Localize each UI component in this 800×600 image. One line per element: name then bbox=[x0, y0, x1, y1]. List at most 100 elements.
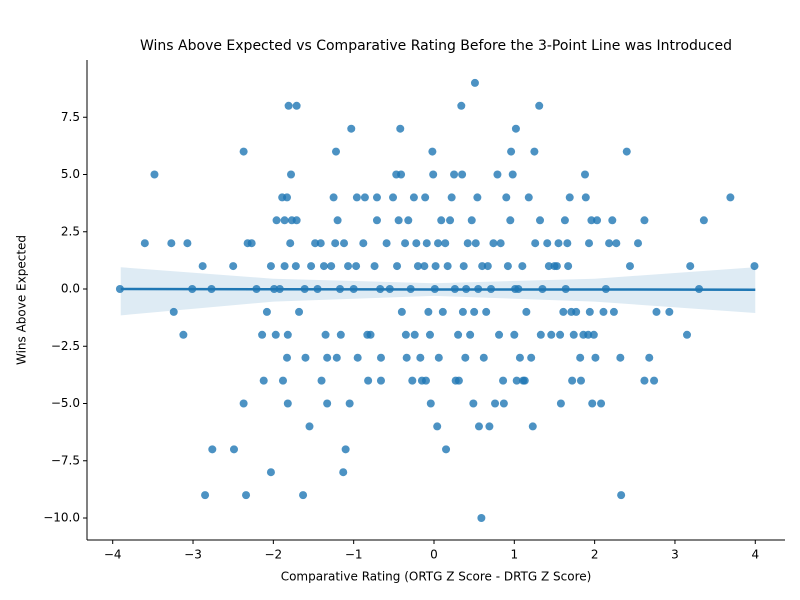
point bbox=[587, 216, 596, 225]
y-axis-label: Wins Above Expected bbox=[15, 235, 29, 365]
point bbox=[510, 330, 519, 339]
point bbox=[581, 193, 590, 202]
point bbox=[280, 262, 289, 271]
point bbox=[489, 239, 498, 248]
point bbox=[572, 307, 581, 316]
point bbox=[499, 376, 508, 385]
point bbox=[617, 491, 626, 500]
point bbox=[416, 353, 425, 362]
point bbox=[496, 239, 505, 248]
point bbox=[485, 422, 494, 431]
point bbox=[208, 445, 217, 454]
point bbox=[506, 216, 515, 225]
point bbox=[699, 216, 708, 225]
point bbox=[438, 307, 447, 316]
point bbox=[239, 399, 248, 408]
point bbox=[344, 262, 353, 271]
point bbox=[471, 239, 480, 248]
x-tick-label: −2 bbox=[264, 548, 282, 562]
point bbox=[650, 376, 659, 385]
point bbox=[366, 330, 375, 339]
point bbox=[283, 399, 292, 408]
point bbox=[563, 239, 572, 248]
y-tick-label: 2.5 bbox=[61, 224, 80, 238]
point bbox=[278, 376, 287, 385]
point bbox=[331, 239, 340, 248]
point bbox=[522, 307, 531, 316]
point bbox=[750, 262, 759, 271]
point bbox=[433, 422, 442, 431]
point bbox=[424, 307, 433, 316]
point bbox=[588, 399, 597, 408]
chart-title: Wins Above Expected vs Comparative Ratin… bbox=[140, 38, 732, 54]
point bbox=[321, 330, 330, 339]
point bbox=[323, 399, 332, 408]
x-tick-label: 1 bbox=[510, 548, 518, 562]
point bbox=[535, 101, 544, 110]
point bbox=[576, 353, 585, 362]
point bbox=[612, 239, 621, 248]
point bbox=[502, 193, 511, 202]
confidence-band bbox=[120, 267, 756, 316]
point bbox=[470, 78, 479, 87]
point bbox=[283, 353, 292, 362]
point bbox=[272, 216, 281, 225]
point bbox=[585, 307, 594, 316]
point bbox=[442, 445, 451, 454]
point bbox=[421, 376, 430, 385]
point bbox=[336, 330, 345, 339]
x-tick-label: 0 bbox=[430, 548, 438, 562]
point bbox=[242, 491, 251, 500]
point bbox=[332, 353, 341, 362]
point bbox=[508, 170, 517, 179]
point bbox=[482, 307, 491, 316]
point bbox=[616, 353, 625, 362]
point bbox=[410, 330, 419, 339]
point bbox=[283, 193, 292, 202]
point bbox=[421, 193, 430, 202]
point bbox=[483, 262, 492, 271]
point bbox=[284, 101, 293, 110]
point bbox=[527, 353, 536, 362]
point bbox=[229, 445, 238, 454]
point bbox=[520, 376, 529, 385]
point bbox=[404, 216, 413, 225]
point bbox=[339, 468, 348, 477]
point bbox=[345, 399, 354, 408]
point bbox=[524, 193, 533, 202]
point bbox=[443, 262, 452, 271]
point bbox=[559, 307, 568, 316]
point bbox=[474, 422, 483, 431]
point bbox=[291, 262, 300, 271]
point bbox=[473, 193, 482, 202]
point bbox=[640, 216, 649, 225]
point bbox=[409, 193, 418, 202]
point bbox=[412, 239, 421, 248]
point bbox=[333, 216, 342, 225]
point bbox=[370, 262, 379, 271]
point bbox=[511, 124, 520, 133]
point bbox=[319, 262, 328, 271]
point bbox=[499, 399, 508, 408]
x-axis-label: Comparative Rating (ORTG Z Score - DRTG … bbox=[281, 570, 592, 584]
point bbox=[458, 170, 467, 179]
point bbox=[115, 285, 124, 294]
point bbox=[608, 216, 617, 225]
point bbox=[169, 307, 178, 316]
point bbox=[167, 239, 176, 248]
point bbox=[609, 307, 618, 316]
point bbox=[466, 330, 475, 339]
point bbox=[552, 262, 561, 271]
point bbox=[434, 353, 443, 362]
point bbox=[437, 216, 446, 225]
y-tick-label: −2.5 bbox=[51, 339, 80, 353]
x-tick-label: 3 bbox=[671, 548, 679, 562]
point bbox=[568, 376, 577, 385]
point bbox=[323, 353, 332, 362]
point bbox=[301, 353, 310, 362]
point bbox=[327, 262, 336, 271]
point bbox=[408, 376, 417, 385]
point bbox=[518, 262, 527, 271]
point bbox=[295, 307, 304, 316]
